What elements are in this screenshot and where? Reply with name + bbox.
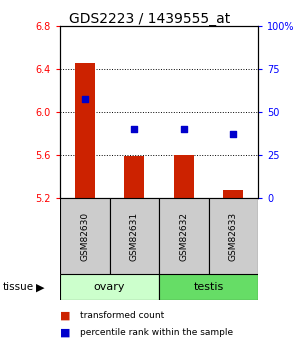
Bar [124, 156, 144, 198]
Point [82, 96, 87, 102]
Text: transformed count: transformed count [80, 311, 164, 320]
FancyBboxPatch shape [60, 198, 110, 274]
Point [132, 127, 137, 132]
Text: ovary: ovary [94, 282, 125, 292]
Text: percentile rank within the sample: percentile rank within the sample [80, 328, 232, 337]
FancyBboxPatch shape [159, 274, 258, 300]
Text: ■: ■ [60, 328, 70, 338]
Text: GSM82631: GSM82631 [130, 212, 139, 261]
Text: testis: testis [194, 282, 224, 292]
FancyBboxPatch shape [60, 274, 159, 300]
Text: GSM82633: GSM82633 [229, 212, 238, 261]
Bar [174, 155, 194, 198]
FancyBboxPatch shape [208, 198, 258, 274]
Point [182, 127, 186, 132]
Text: ▶: ▶ [36, 282, 45, 292]
Text: GDS2223 / 1439555_at: GDS2223 / 1439555_at [69, 12, 231, 26]
Text: tissue: tissue [3, 282, 34, 292]
Bar [75, 62, 95, 198]
Text: GSM82632: GSM82632 [179, 212, 188, 261]
FancyBboxPatch shape [159, 198, 208, 274]
FancyBboxPatch shape [110, 198, 159, 274]
Bar [224, 190, 243, 198]
Text: ■: ■ [60, 311, 70, 321]
Point [231, 131, 236, 136]
Text: GSM82630: GSM82630 [80, 212, 89, 261]
